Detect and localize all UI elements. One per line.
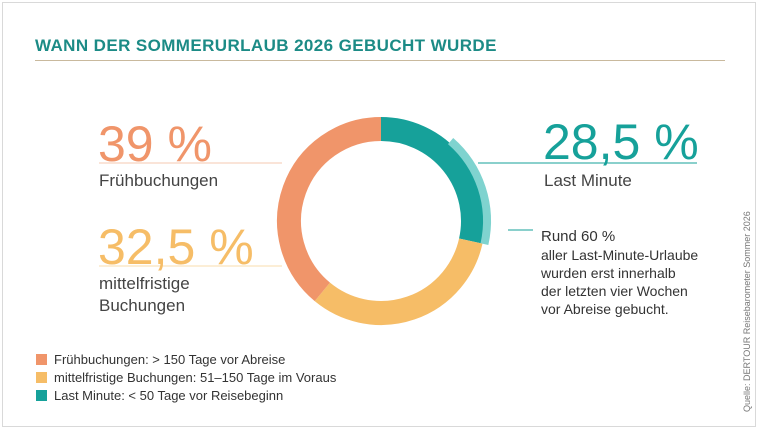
- note-headline: Rund 60 %: [541, 228, 616, 245]
- slice-mittelfristig: [314, 238, 483, 325]
- mid-label-line2: Buchungen: [99, 296, 186, 315]
- legend-text: Frühbuchungen: > 150 Tage vor Abreise: [54, 352, 286, 367]
- note-line: der letzten vier Wochen: [541, 283, 688, 299]
- chart-title: WANN DER SOMMERURLAUB 2026 GEBUCHT WURDE: [35, 36, 497, 55]
- source-note: Quelle: DERTOUR Reisebarometer Sommer 20…: [742, 211, 752, 412]
- legend-text: mittelfristige Buchungen: 51–150 Tage im…: [54, 370, 337, 385]
- legend: Frühbuchungen: > 150 Tage vor Abreise mi…: [36, 351, 336, 405]
- early-percentage: 39 %: [98, 116, 212, 172]
- title-divider: [35, 60, 725, 61]
- legend-text: Last Minute: < 50 Tage vor Reisebeginn: [54, 388, 284, 403]
- legend-item-mid: mittelfristige Buchungen: 51–150 Tage im…: [36, 369, 336, 386]
- note-line: vor Abreise gebucht.: [541, 301, 669, 317]
- slice-fruehbuchungen: [277, 117, 382, 302]
- legend-item-early: Frühbuchungen: > 150 Tage vor Abreise: [36, 351, 336, 368]
- legend-item-last-minute: Last Minute: < 50 Tage vor Reisebeginn: [36, 387, 336, 404]
- infographic-frame: [2, 2, 756, 427]
- last-minute-percentage: 28,5 %: [543, 114, 699, 170]
- legend-swatch: [36, 390, 47, 401]
- mid-percentage: 32,5 %: [98, 219, 254, 275]
- note-line: aller Last-Minute-Urlaube: [541, 247, 699, 263]
- note-line: wurden erst innerhalb: [541, 265, 676, 281]
- early-label: Frühbuchungen: [99, 171, 219, 190]
- legend-swatch: [36, 372, 47, 383]
- legend-swatch: [36, 354, 47, 365]
- slice-last-minute: [380, 117, 485, 244]
- last-minute-subshare-arc: [447, 138, 491, 245]
- mid-label-line1: mittelfristige: [99, 274, 190, 293]
- last-minute-note: Rund 60 % aller Last-Minute-Urlaube wurd…: [541, 228, 698, 318]
- last-minute-label: Last Minute: [544, 171, 632, 190]
